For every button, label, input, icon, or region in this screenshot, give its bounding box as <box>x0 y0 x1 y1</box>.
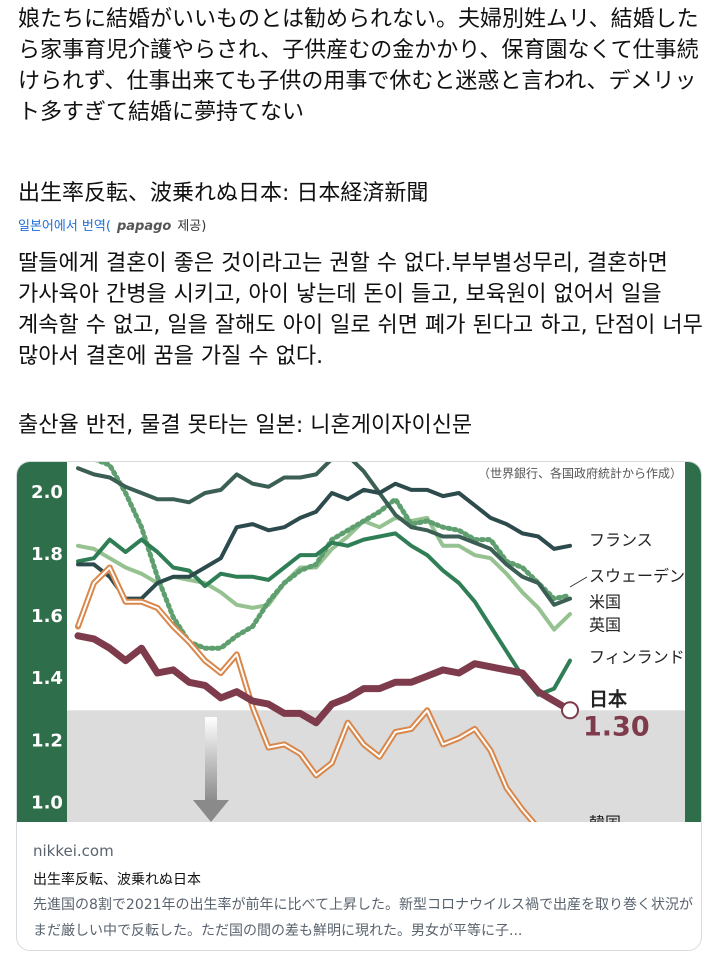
link-domain: nikkei.com <box>33 842 114 860</box>
down-arrow <box>193 717 229 822</box>
source-note: （世界銀行、各国政府統計から作成） <box>478 466 682 481</box>
series-line <box>76 531 572 697</box>
y-tick-label: 1.4 <box>31 668 63 689</box>
series-label: 韓国 <box>589 814 621 823</box>
series-line-inner <box>77 566 535 822</box>
translation-credit: 일본어에서 번역( papago 제공) <box>18 215 206 234</box>
tweet-headline: 出生率反転、波乗れぬ日本: 日本経済新聞 <box>18 181 429 206</box>
translated-headline: 출산율 반전, 물결 못타는 일본: 니혼게이자이신문 <box>18 413 473 438</box>
series-label: フランス <box>589 531 653 550</box>
series-label: 英国 <box>589 616 621 635</box>
translator-logo: papago <box>116 219 172 234</box>
shaded-band <box>67 710 685 822</box>
series-label: 米国 <box>589 593 621 612</box>
y-tick-label: 1.6 <box>31 606 63 627</box>
tweet-text: 娘たちに結婚がいいものとは勧められない。夫婦別姓ムリ、結婚したら家事育児介護やら… <box>18 7 699 125</box>
y-tick-label: 2.0 <box>31 482 63 503</box>
y-tick-label: 1.0 <box>31 792 63 813</box>
link-title: 出生率反転、波乗れぬ日本 <box>33 872 201 888</box>
arrow-shaft <box>205 717 217 802</box>
y-tick-label: 1.8 <box>31 544 63 565</box>
left-band <box>17 462 67 822</box>
arrow-head <box>193 800 229 822</box>
series-line <box>74 632 574 727</box>
label-leader <box>569 576 588 588</box>
end-point <box>561 701 579 720</box>
right-band <box>685 462 701 822</box>
link-description: 先進国の8割で2021年の出生率が前年に比べて上昇した。新型コロナウイルス禍で出… <box>33 897 693 939</box>
translator-suffix: 제공) <box>177 219 207 234</box>
series-line <box>76 462 572 607</box>
series-label: フィンランド <box>589 648 685 667</box>
series-label: 日本 <box>589 688 627 711</box>
value-label: 1.30 <box>583 712 650 743</box>
series-line <box>76 481 572 601</box>
y-tick-label: 1.2 <box>31 730 63 751</box>
translated-text: 딸들에게 결혼이 좋은 것이라고는 권할 수 없다.부부별성무리, 결혼하면 가… <box>18 251 703 369</box>
translation-note[interactable]: 일본어에서 번역( <box>18 219 111 234</box>
series-label: スウェーデン <box>589 567 685 586</box>
